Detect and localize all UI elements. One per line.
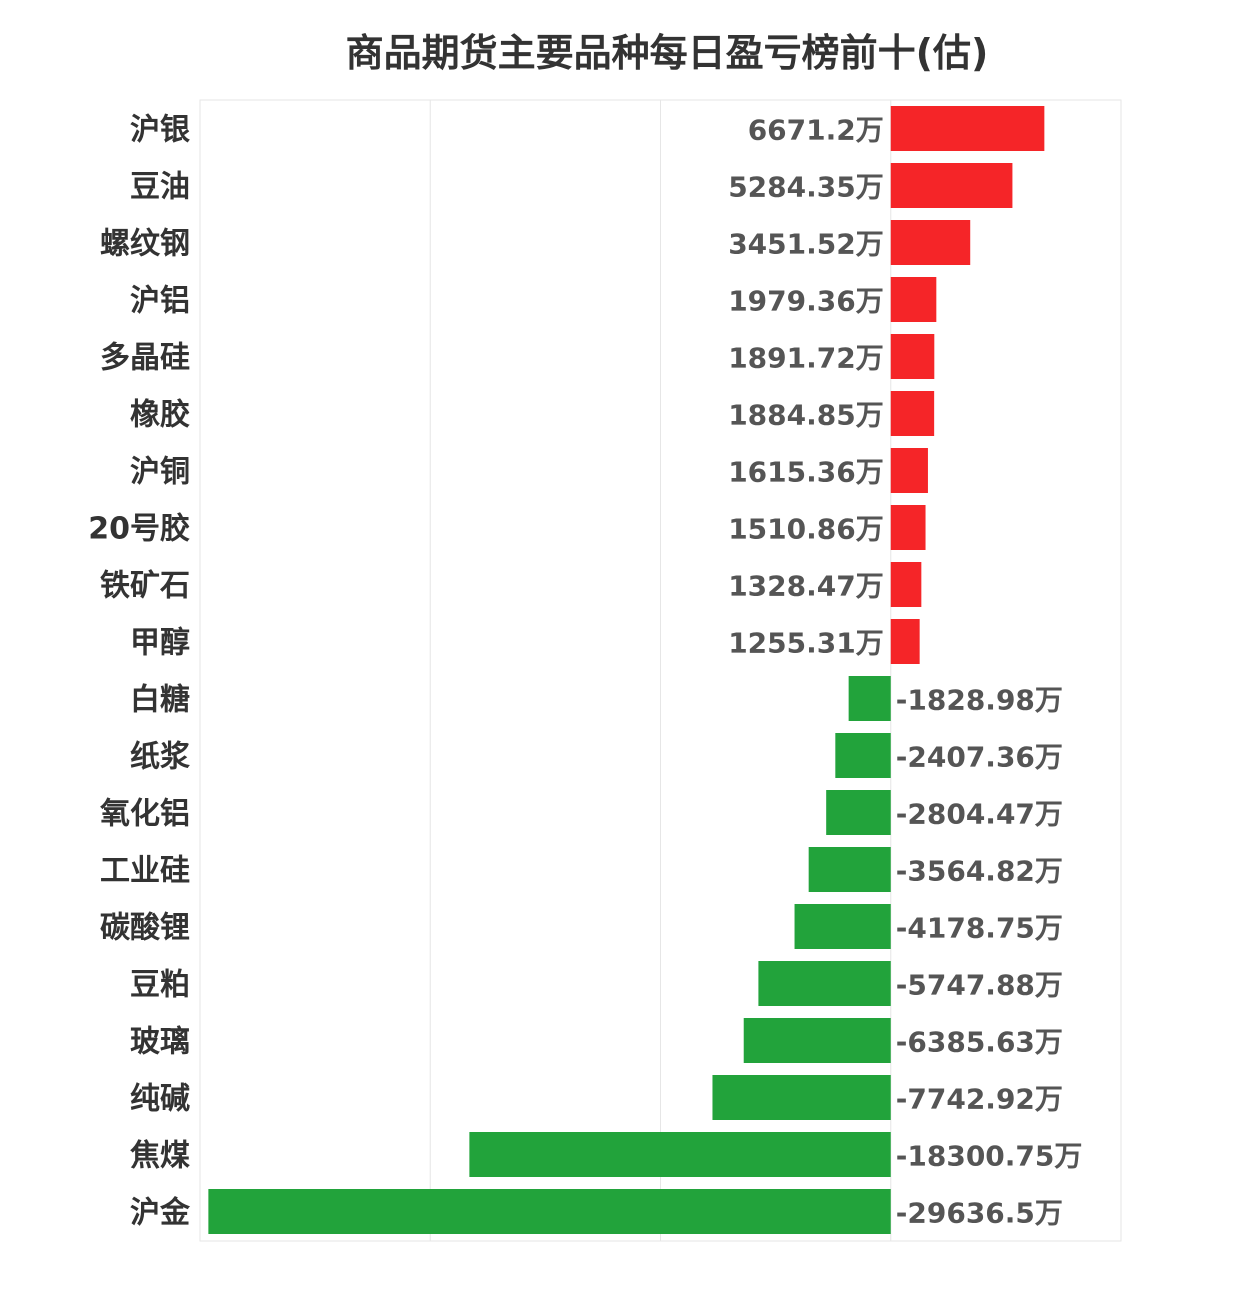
value-label: -5747.88万 bbox=[896, 969, 1063, 1002]
bar-11 bbox=[848, 676, 891, 721]
bar-15 bbox=[794, 904, 891, 949]
value-label: -1828.98万 bbox=[896, 684, 1063, 717]
category-label: 豆粕 bbox=[130, 968, 190, 1003]
category-label: 20号胶 bbox=[88, 512, 190, 547]
chart-title: 商品期货主要品种每日盈亏榜前十(估) bbox=[345, 31, 989, 75]
bar-19 bbox=[469, 1132, 891, 1177]
category-label: 纯碱 bbox=[130, 1082, 190, 1117]
value-label: 1255.31万 bbox=[728, 627, 884, 660]
category-label: 豆油 bbox=[130, 170, 190, 205]
bar-12 bbox=[835, 733, 891, 778]
category-label: 白糖 bbox=[130, 683, 190, 718]
bar-10 bbox=[890, 619, 920, 664]
value-label: 1884.85万 bbox=[728, 399, 884, 432]
value-label: 3451.52万 bbox=[728, 228, 884, 261]
category-label: 多晶硅 bbox=[100, 341, 190, 376]
category-label: 螺纹钢 bbox=[100, 227, 190, 262]
value-label: 1615.36万 bbox=[728, 456, 884, 489]
bar-16 bbox=[758, 961, 891, 1006]
value-label: -2804.47万 bbox=[896, 798, 1063, 831]
category-label: 沪金 bbox=[130, 1196, 191, 1231]
bar-5 bbox=[890, 334, 935, 379]
value-label: -2407.36万 bbox=[896, 741, 1063, 774]
value-label: -18300.75万 bbox=[896, 1140, 1083, 1173]
category-label: 氧化铝 bbox=[100, 797, 190, 832]
bar-18 bbox=[712, 1075, 891, 1120]
value-label: -3564.82万 bbox=[896, 855, 1063, 888]
category-label: 碳酸锂 bbox=[100, 911, 190, 946]
value-label: 1891.72万 bbox=[728, 342, 884, 375]
bar-6 bbox=[890, 391, 935, 436]
bar-3 bbox=[890, 220, 971, 265]
value-label: 1510.86万 bbox=[728, 513, 884, 546]
value-label: -6385.63万 bbox=[896, 1026, 1063, 1059]
category-label: 铁矿石 bbox=[100, 569, 190, 604]
category-label: 沪铜 bbox=[130, 455, 190, 490]
value-label: 1328.47万 bbox=[728, 570, 884, 603]
category-label: 沪铝 bbox=[130, 284, 190, 319]
grid bbox=[199, 99, 1122, 1242]
bar-2 bbox=[890, 163, 1013, 208]
value-label: -7742.92万 bbox=[896, 1083, 1063, 1116]
bar-13 bbox=[826, 790, 891, 835]
bar-9 bbox=[890, 562, 922, 607]
bar-1 bbox=[890, 106, 1045, 151]
bar-7 bbox=[890, 448, 928, 493]
category-label: 玻璃 bbox=[130, 1025, 190, 1060]
bars bbox=[208, 106, 1045, 1234]
bar-4 bbox=[890, 277, 937, 322]
category-label: 沪银 bbox=[130, 113, 190, 148]
bar-20 bbox=[208, 1189, 891, 1234]
value-label: -4178.75万 bbox=[896, 912, 1063, 945]
bar-8 bbox=[890, 505, 926, 550]
value-label: 5284.35万 bbox=[728, 171, 884, 204]
category-label: 甲醇 bbox=[130, 626, 190, 661]
category-label: 工业硅 bbox=[100, 854, 190, 889]
bar-14 bbox=[808, 847, 891, 892]
category-label: 焦煤 bbox=[130, 1139, 190, 1174]
category-label: 橡胶 bbox=[130, 398, 190, 433]
value-label: -29636.5万 bbox=[896, 1197, 1063, 1230]
value-label: 6671.2万 bbox=[748, 114, 884, 147]
bar-17 bbox=[743, 1018, 891, 1063]
category-label: 纸浆 bbox=[130, 740, 190, 775]
value-label: 1979.36万 bbox=[728, 285, 884, 318]
